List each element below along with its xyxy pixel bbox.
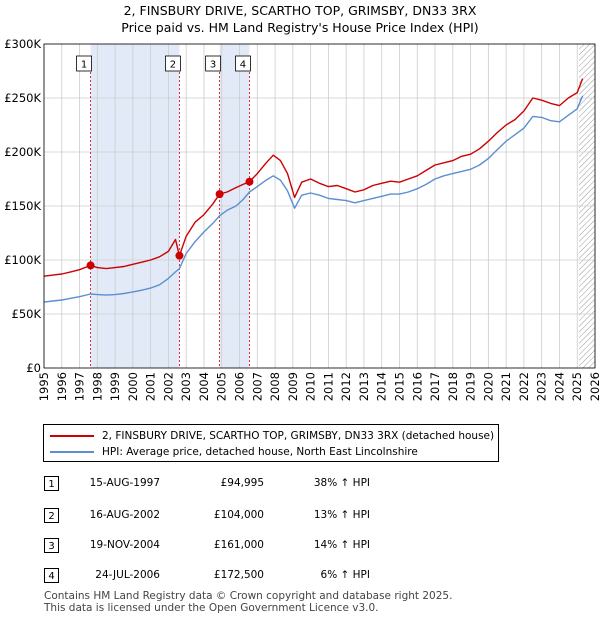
sale-hpi-change: 38% ↑ HPI: [313, 477, 370, 489]
footer-copyright: Contains HM Land Registry data © Crown c…: [44, 590, 453, 602]
legend-item-property: 2, FINSBURY DRIVE, SCARTHO TOP, GRIMSBY,…: [50, 427, 494, 444]
y-tick-label: £50K: [12, 307, 42, 321]
legend-swatch-hpi: [50, 450, 94, 453]
sale-number-badge: 4: [44, 568, 59, 583]
sale-point: [86, 261, 95, 270]
x-tick-label: 2002: [161, 372, 175, 401]
x-tick-label: 2017: [428, 372, 442, 401]
x-tick-label: 2020: [481, 372, 495, 401]
x-tick-label: 1996: [55, 372, 69, 401]
x-tick-label: 2022: [517, 372, 531, 401]
y-tick-label: £100K: [4, 253, 41, 267]
plot-frame: [43, 43, 596, 369]
x-tick-label: 2012: [339, 372, 353, 401]
sale-point: [245, 177, 254, 186]
sale-hpi-change: 14% ↑ HPI: [313, 539, 370, 551]
x-tick-label: 2008: [268, 372, 282, 401]
y-tick-label: £0: [26, 361, 41, 375]
sale-number-badge: 3: [44, 538, 59, 553]
x-tick-label: 1997: [73, 372, 87, 401]
sale-price: £94,995: [220, 477, 264, 489]
x-tick-label: 2003: [179, 372, 193, 401]
table-row: 4 24-JUL-2006 £172,500 6% ↑ HPI: [44, 566, 444, 586]
x-tick-label: 1999: [108, 372, 122, 401]
sale-number-badge: 2: [44, 508, 59, 523]
x-tick-label: 2006: [233, 372, 247, 401]
x-tick-label: 2005: [215, 372, 229, 401]
legend-item-hpi: HPI: Average price, detached house, Nort…: [50, 443, 418, 460]
sale-number-label: 1: [81, 60, 87, 71]
table-row: 1 15-AUG-1997 £94,995 38% ↑ HPI: [44, 474, 444, 494]
x-tick-label: 2016: [410, 372, 424, 401]
x-tick-label: 2000: [126, 372, 140, 401]
x-tick-label: 2014: [375, 372, 389, 401]
x-tick-label: 2026: [588, 372, 600, 401]
sale-number-label: 3: [210, 60, 216, 71]
x-tick-label: 1998: [90, 372, 104, 401]
x-tick-label: 2018: [446, 372, 460, 401]
x-tick-label: 2024: [552, 372, 566, 401]
x-tick-label: 2025: [570, 372, 584, 401]
y-tick-label: £200K: [4, 145, 41, 159]
x-tick-label: 2007: [250, 372, 264, 401]
sale-price: £104,000: [213, 509, 264, 521]
sale-number-badge: 1: [44, 476, 59, 491]
sale-hpi-change: 6% ↑ HPI: [320, 569, 370, 581]
hpi-line: [43, 95, 584, 303]
x-tick-label: 1995: [37, 372, 51, 401]
property-price-line: [43, 78, 584, 277]
sale-point: [175, 251, 184, 260]
x-tick-label: 2010: [304, 372, 318, 401]
sale-price: £172,500: [213, 569, 264, 581]
sale-date: 16-AUG-2002: [89, 509, 160, 521]
legend-label-property: 2, FINSBURY DRIVE, SCARTHO TOP, GRIMSBY,…: [102, 429, 495, 442]
sale-date: 19-NOV-2004: [89, 539, 160, 551]
sale-price: £161,000: [213, 539, 264, 551]
sale-date: 15-AUG-1997: [89, 477, 160, 489]
chart-title: 2, FINSBURY DRIVE, SCARTHO TOP, GRIMSBY,…: [123, 3, 477, 18]
sale-number-box: [165, 55, 181, 72]
y-tick-label: £300K: [4, 37, 41, 51]
x-tick-label: 2013: [357, 372, 371, 401]
legend-swatch-property: [50, 434, 94, 437]
x-tick-label: 2021: [499, 372, 513, 401]
x-tick-label: 2011: [321, 372, 335, 401]
table-row: 2 16-AUG-2002 £104,000 13% ↑ HPI: [44, 506, 444, 526]
x-tick-label: 2004: [197, 372, 211, 401]
x-tick-label: 2023: [535, 372, 549, 401]
sale-date: 24-JUL-2006: [95, 569, 160, 581]
y-tick-label: £250K: [4, 91, 41, 105]
x-tick-label: 2015: [392, 372, 406, 401]
table-row: 3 19-NOV-2004 £161,000 14% ↑ HPI: [44, 536, 444, 556]
sale-number-box: [235, 55, 251, 72]
sale-number-box: [205, 55, 222, 72]
x-tick-label: 2001: [144, 372, 158, 401]
x-tick-label: 2009: [286, 372, 300, 401]
sale-number-box: [76, 55, 92, 72]
chart-subtitle: Price paid vs. HM Land Registry's House …: [121, 20, 479, 35]
y-tick-label: £150K: [4, 199, 41, 213]
sale-point: [215, 190, 224, 199]
price-chart: 1 2 3 4 £0 £50K £100K £150K £200K £250K £300K 1995 1…: [4, 37, 600, 401]
legend-label-hpi: HPI: Average price, detached house, Nort…: [102, 445, 418, 458]
sale-number-label: 4: [240, 60, 246, 71]
sale-number-label: 2: [170, 60, 176, 71]
footer: Contains HM Land Registry data © Crown c…: [44, 590, 452, 614]
footer-licence: This data is licensed under the Open Gov…: [44, 602, 379, 614]
sale-hpi-change: 13% ↑ HPI: [313, 509, 370, 521]
x-tick-label: 2019: [464, 372, 478, 401]
legend: 2, FINSBURY DRIVE, SCARTHO TOP, GRIMSBY,…: [43, 424, 499, 462]
